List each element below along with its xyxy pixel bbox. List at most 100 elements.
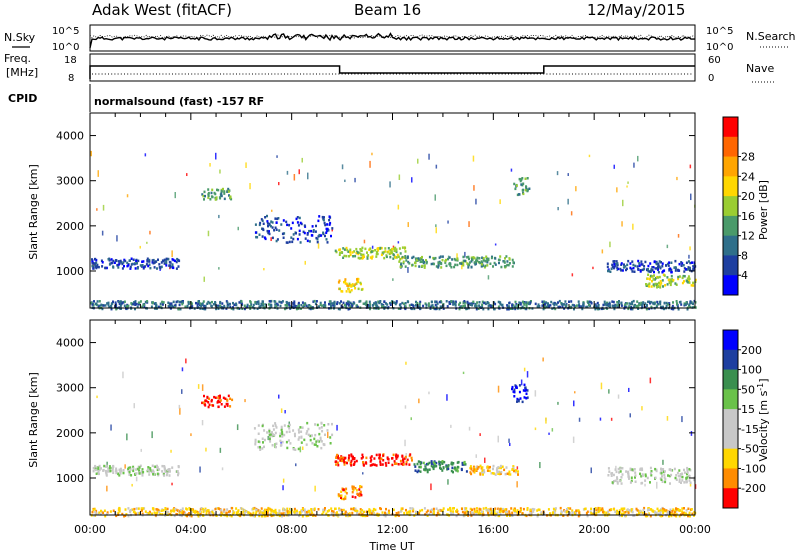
echo-cell [136, 261, 138, 265]
echo-cell [271, 434, 274, 438]
echo-cell [506, 260, 509, 263]
echo-cell [640, 263, 643, 266]
echo-cell [430, 508, 433, 511]
echo-cell [491, 472, 494, 475]
scatter-speck [468, 426, 471, 431]
echo-cell [407, 300, 410, 304]
echo-cell [303, 303, 306, 307]
echo-cell [207, 191, 210, 195]
echo-cell [481, 466, 484, 469]
echo-cell [657, 262, 660, 266]
echo-cell [597, 506, 600, 510]
scatter-speck [551, 428, 554, 432]
echo-cell [157, 258, 159, 261]
colorbar-segment [723, 196, 738, 217]
echo-cell [514, 384, 517, 387]
echo-cell [681, 512, 684, 515]
echo-cell [582, 302, 585, 305]
noise-panel-frame [89, 24, 696, 52]
echo-cell [506, 304, 509, 307]
echo-cell [275, 228, 278, 231]
colorbar-tick-label: 12 [741, 230, 755, 243]
echo-cell [338, 508, 341, 512]
echo-cell [344, 278, 347, 281]
echo-cell [631, 307, 634, 311]
echo-cell [395, 453, 398, 456]
echo-cell [310, 509, 313, 513]
echo-cell [379, 246, 382, 250]
echo-cell [689, 268, 692, 272]
echo-cell [435, 305, 438, 308]
echo-cell [634, 480, 637, 483]
echo-cell [652, 302, 655, 305]
echo-cell [220, 305, 223, 309]
echo-cell [688, 468, 691, 471]
echo-cell [640, 301, 643, 305]
echo-cell [588, 303, 590, 307]
echo-cell [514, 470, 517, 474]
scatter-speck [404, 439, 406, 447]
echo-cell [681, 479, 684, 482]
echo-cell [416, 301, 419, 305]
echo-cell [430, 462, 433, 465]
echo-cell [373, 302, 376, 305]
echo-cell [155, 305, 158, 308]
echo-cell [439, 461, 442, 464]
echo-cell [331, 433, 334, 437]
echo-cell [503, 265, 506, 268]
echo-cell [607, 510, 610, 513]
nsky-tick-top: 10^5 [52, 26, 79, 37]
echo-cell [385, 512, 388, 515]
echo-cell [162, 259, 165, 263]
echo-cell [645, 304, 648, 308]
colorbar-segment [723, 409, 738, 430]
echo-cell [134, 473, 137, 476]
echo-cell [629, 262, 632, 265]
echo-cell [333, 301, 336, 305]
echo-region [90, 506, 697, 518]
echo-cell [370, 455, 373, 458]
scatter-speck [557, 401, 559, 405]
echo-cell [437, 261, 440, 264]
echo-cell [632, 266, 635, 270]
echo-cell [675, 507, 678, 511]
echo-cell [402, 461, 405, 464]
freq-tick-top: 18 [64, 55, 77, 66]
echo-cell [395, 457, 398, 460]
echo-cell [108, 465, 111, 468]
echo-cell [202, 300, 205, 303]
echo-cell [608, 301, 611, 305]
echo-cell [545, 305, 548, 309]
echo-cell [266, 214, 268, 218]
echo-cell [109, 305, 112, 308]
echo-cell [318, 233, 321, 237]
echo-cell [201, 193, 204, 196]
echo-cell [346, 461, 348, 465]
echo-cell [439, 300, 442, 303]
echo-cell [462, 301, 465, 305]
echo-cell [104, 266, 107, 270]
colorbar-segment [723, 117, 738, 138]
scatter-speck [613, 164, 615, 169]
echo-cell [130, 302, 133, 305]
echo-cell [418, 465, 421, 469]
echo-cell [519, 303, 522, 306]
echo-cell [163, 262, 166, 265]
echo-cell [526, 507, 529, 510]
echo-cell [149, 467, 152, 470]
echo-cell [335, 460, 338, 463]
echo-cell [435, 265, 438, 268]
echo-cell [305, 432, 308, 435]
echo-cell [238, 301, 241, 304]
echo-cell [423, 266, 426, 269]
echo-cell [677, 277, 680, 281]
scatter-speck [628, 387, 630, 393]
echo-cell [432, 512, 435, 516]
echo-cell [284, 512, 287, 516]
echo-cell [681, 281, 684, 285]
echo-cell [266, 229, 269, 233]
echo-cell [261, 235, 264, 238]
echo-cell [645, 514, 648, 518]
echo-cell [296, 221, 299, 224]
echo-cell [226, 305, 229, 308]
